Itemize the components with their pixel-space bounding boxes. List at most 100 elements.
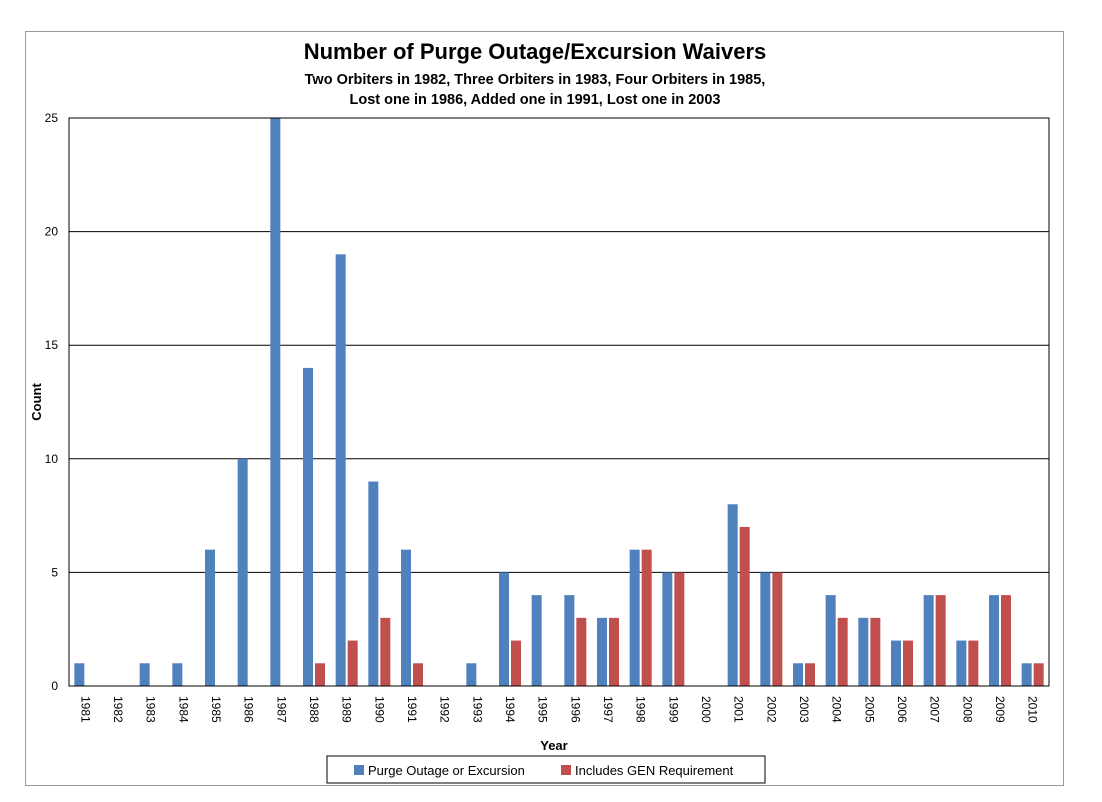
bar-purge-2004 xyxy=(825,595,836,686)
bar-purge-1990 xyxy=(368,481,379,686)
bar-purge-2002 xyxy=(760,572,771,686)
x-tick-label: 1997 xyxy=(601,696,615,723)
legend-box xyxy=(326,755,766,784)
bar-gen-2002 xyxy=(772,572,783,686)
x-tick-label: 1990 xyxy=(372,696,386,723)
bar-purge-1987 xyxy=(270,118,281,686)
y-tick-label: 10 xyxy=(45,452,59,466)
bar-gen-2006 xyxy=(903,640,913,686)
bar-gen-1990 xyxy=(380,617,391,686)
bar-gen-2007 xyxy=(935,595,946,686)
x-tick-label: 1988 xyxy=(307,696,321,723)
x-tick-label: 2003 xyxy=(797,696,811,723)
bars xyxy=(74,118,1044,686)
bar-gen-1989 xyxy=(347,640,358,686)
bar-gen-1991 xyxy=(413,663,423,686)
chart-subtitle-line-2: Lost one in 1986, Added one in 1991, Los… xyxy=(350,92,721,108)
x-tick-label: 1996 xyxy=(568,696,582,723)
bar-purge-1988 xyxy=(303,367,313,686)
x-tick-label: 2002 xyxy=(764,696,778,723)
y-tick-label: 15 xyxy=(45,338,59,352)
bar-purge-1984 xyxy=(172,663,183,686)
bar-purge-1983 xyxy=(139,663,150,686)
x-tick-label: 1993 xyxy=(470,696,484,723)
chart-title: Number of Purge Outage/Excursion Waivers xyxy=(304,39,767,64)
x-tick-label: 1992 xyxy=(438,696,452,723)
bar-purge-1997 xyxy=(597,617,607,686)
x-tick-label: 2010 xyxy=(1026,696,1040,723)
legend: Purge Outage or Excursion Includes GEN R… xyxy=(326,755,766,784)
y-tick-label: 20 xyxy=(45,225,59,239)
bar-purge-1991 xyxy=(401,549,411,686)
x-tick-label: 2001 xyxy=(732,696,746,723)
bar-purge-2001 xyxy=(727,504,738,686)
bar-gen-2009 xyxy=(1001,595,1011,686)
bar-purge-1993 xyxy=(466,663,477,686)
y-tick-label: 25 xyxy=(45,111,59,125)
x-tick-label: 2009 xyxy=(993,696,1007,723)
legend-swatch-purge xyxy=(354,765,364,775)
legend-swatch-gen xyxy=(561,765,571,775)
bar-purge-2005 xyxy=(858,617,869,686)
bar-purge-2008 xyxy=(956,640,967,686)
x-tick-label: 2000 xyxy=(699,696,713,723)
bar-purge-1989 xyxy=(335,254,346,686)
bar-purge-1996 xyxy=(564,595,575,686)
bar-purge-2010 xyxy=(1021,663,1032,686)
x-tick-label: 2005 xyxy=(862,696,876,723)
x-axis-label: Year xyxy=(540,738,567,753)
plot-area-border xyxy=(68,117,1050,687)
gridlines xyxy=(69,117,1049,687)
y-tick-label: 0 xyxy=(51,679,58,693)
bar-gen-2001 xyxy=(739,526,750,686)
bar-gen-2004 xyxy=(837,617,848,686)
bar-purge-1995 xyxy=(531,595,542,686)
x-tick-label: 2004 xyxy=(830,696,844,723)
y-axis-ticks: 0 5 10 15 20 25 xyxy=(45,111,59,693)
bar-gen-1994 xyxy=(511,640,521,686)
bar-purge-1998 xyxy=(629,549,640,686)
x-tick-label: 1998 xyxy=(634,696,648,723)
bar-purge-1985 xyxy=(205,549,215,686)
bar-gen-1996 xyxy=(576,617,587,686)
bar-purge-2009 xyxy=(989,595,999,686)
bar-purge-2007 xyxy=(923,595,934,686)
y-axis-label: Count xyxy=(29,383,44,421)
x-tick-label: 1983 xyxy=(144,696,158,723)
chart-subtitle-line-1: Two Orbiters in 1982, Three Orbiters in … xyxy=(305,72,766,88)
x-tick-label: 1981 xyxy=(78,696,92,723)
bar-gen-2008 xyxy=(968,640,979,686)
bar-gen-1988 xyxy=(315,663,325,686)
bar-purge-1986 xyxy=(237,458,248,686)
x-tick-label: 1984 xyxy=(176,696,190,723)
bar-purge-1999 xyxy=(662,572,673,686)
x-tick-label: 1986 xyxy=(242,696,256,723)
x-tick-label: 1991 xyxy=(405,696,419,723)
legend-label-gen: Includes GEN Requirement xyxy=(575,763,734,778)
x-axis-ticks: 1981 1982 1983 1984 1985 1986 1987 1988 1989 1990… xyxy=(78,696,1039,723)
x-tick-label: 1982 xyxy=(111,696,125,723)
legend-label-purge: Purge Outage or Excursion xyxy=(368,763,525,778)
x-tick-label: 2008 xyxy=(960,696,974,723)
bar-gen-1998 xyxy=(641,549,652,686)
bar-gen-1999 xyxy=(674,572,685,686)
bar-gen-2003 xyxy=(805,663,815,686)
x-tick-label: 1987 xyxy=(274,696,288,723)
x-tick-label: 2007 xyxy=(928,696,942,723)
chart-frame xyxy=(25,31,1064,786)
bar-purge-1981 xyxy=(74,663,85,686)
bar-gen-2005 xyxy=(870,617,881,686)
x-tick-label: 1985 xyxy=(209,696,223,723)
x-tick-label: 2006 xyxy=(895,696,909,723)
bar-gen-2010 xyxy=(1033,663,1044,686)
x-tick-label: 1999 xyxy=(666,696,680,723)
x-tick-label: 1994 xyxy=(503,696,517,723)
x-tick-label: 1995 xyxy=(536,696,550,723)
bar-purge-2003 xyxy=(793,663,803,686)
y-tick-label: 5 xyxy=(51,565,58,579)
bar-purge-1994 xyxy=(499,572,509,686)
bar-purge-2006 xyxy=(891,640,901,686)
x-tick-label: 1989 xyxy=(340,696,354,723)
bar-gen-1997 xyxy=(609,617,619,686)
